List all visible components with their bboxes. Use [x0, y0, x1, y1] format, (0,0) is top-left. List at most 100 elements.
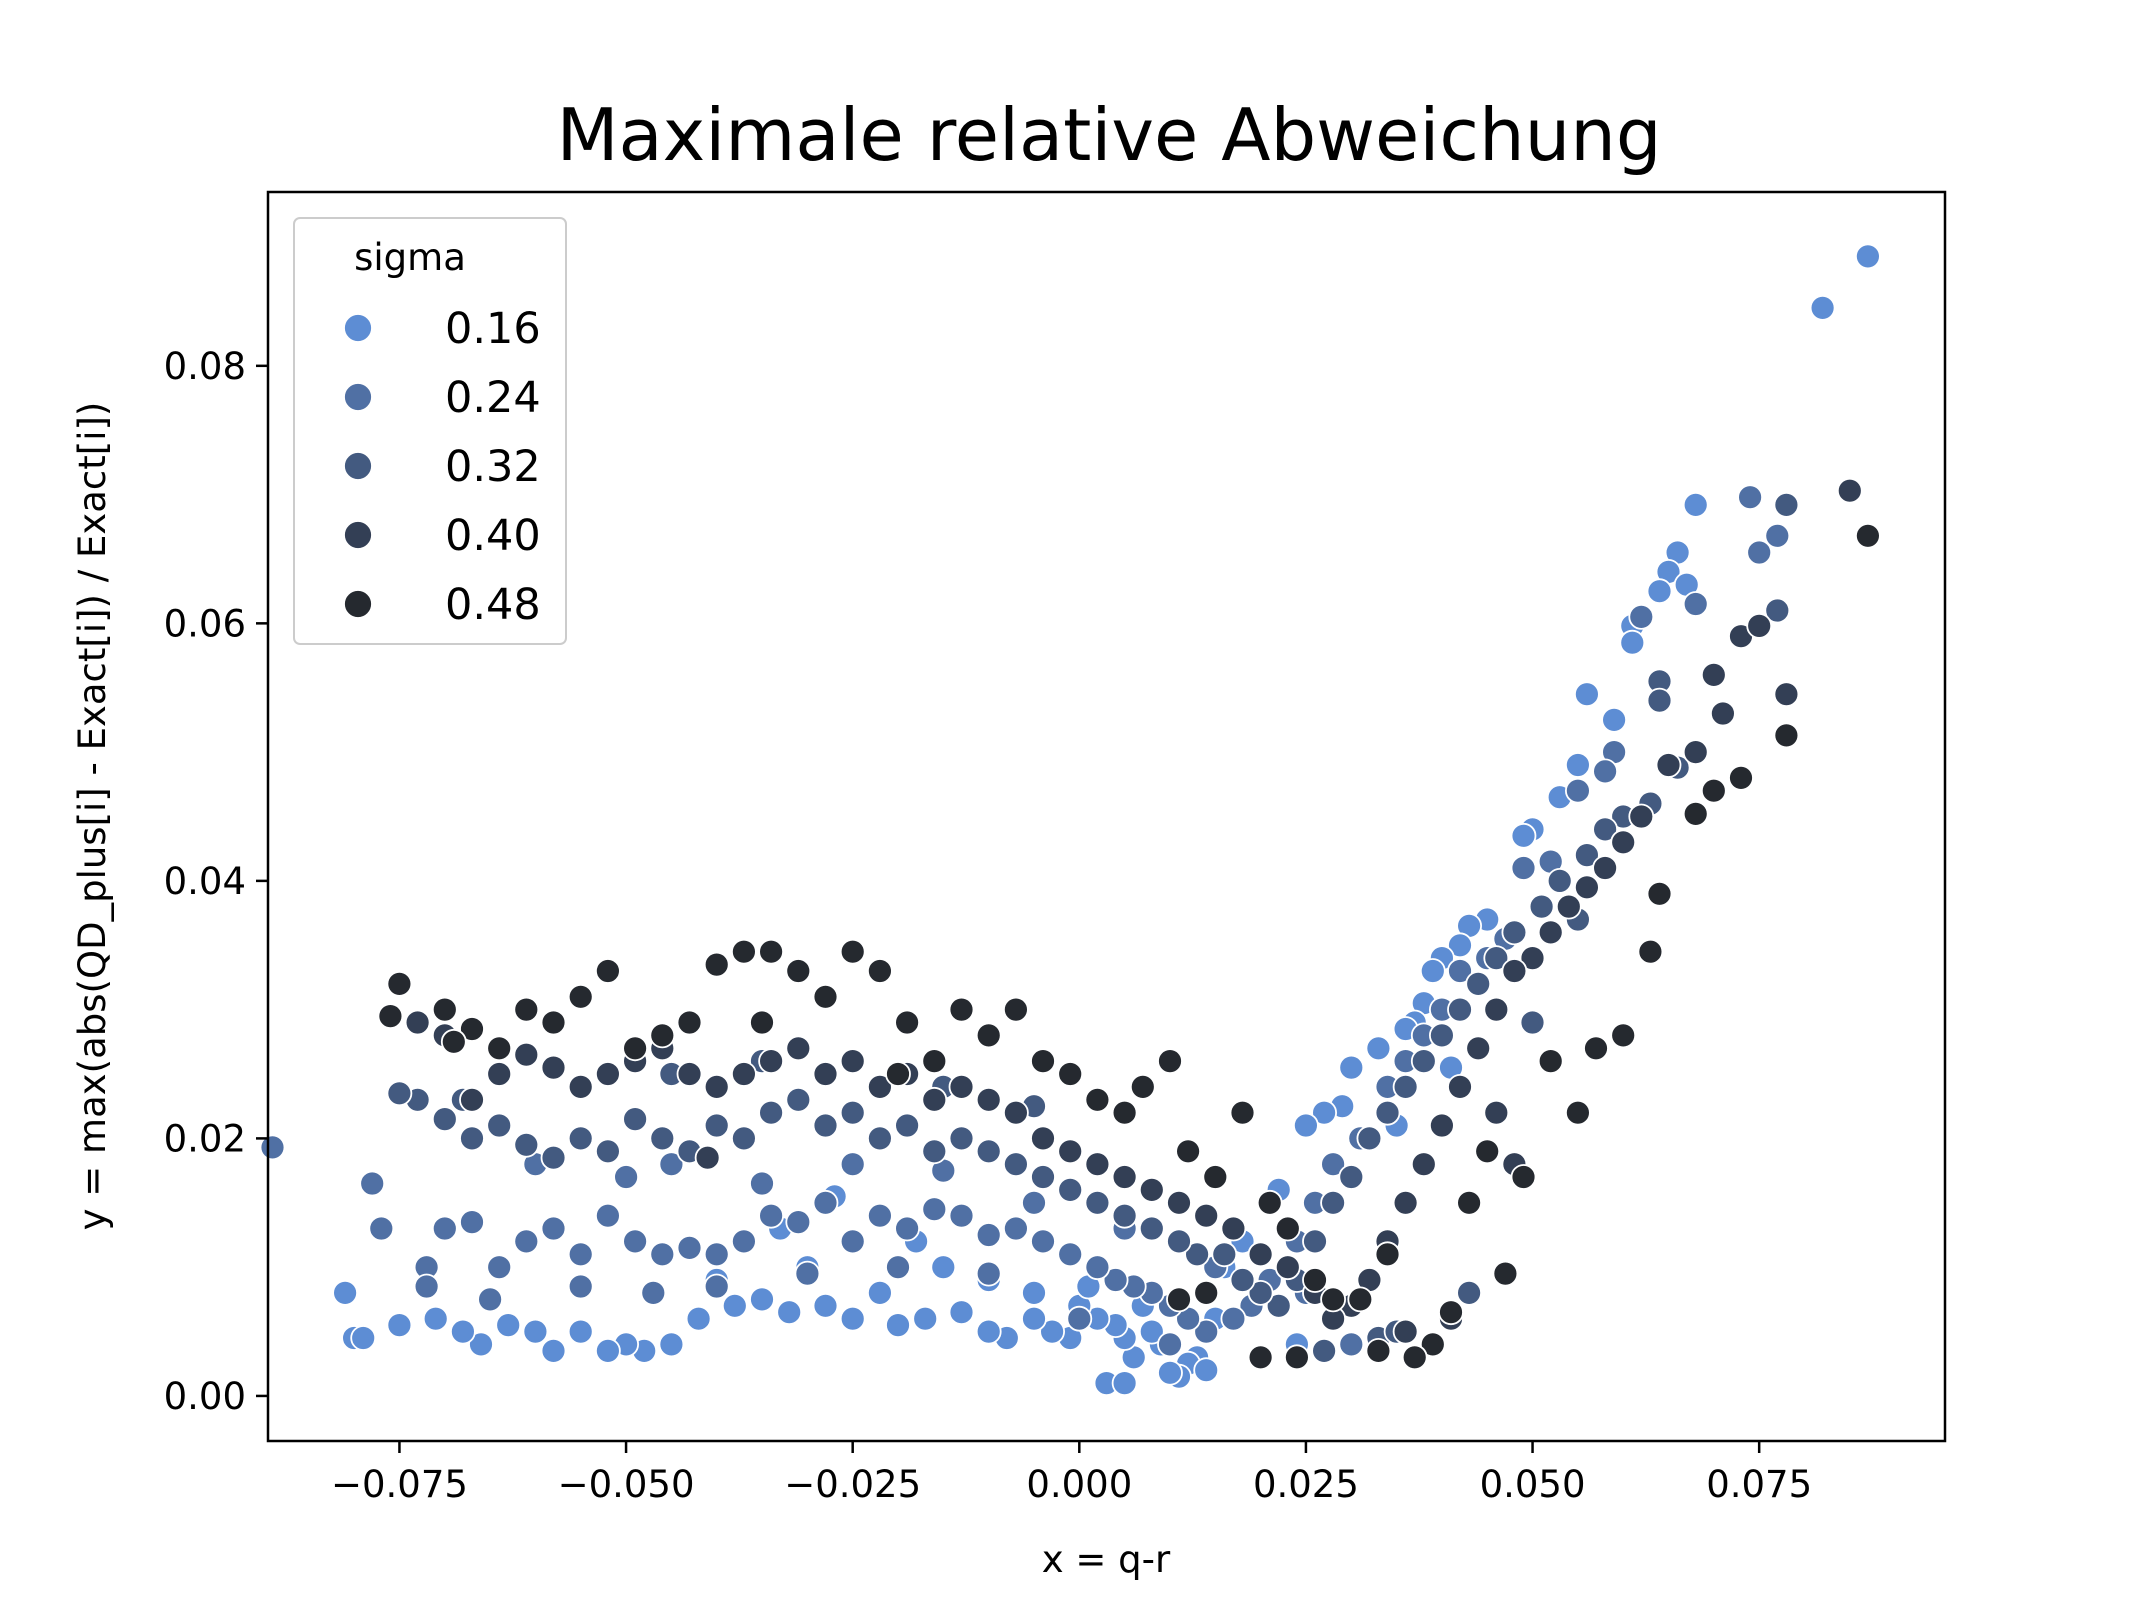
data-point	[1619, 629, 1646, 656]
data-point	[1447, 996, 1473, 1023]
data-point	[1193, 1357, 1220, 1384]
data-point	[1773, 491, 1800, 518]
data-point	[1392, 1189, 1419, 1216]
data-point	[894, 1215, 920, 1242]
data-point	[386, 971, 413, 997]
data-point	[1519, 945, 1546, 971]
data-point	[1682, 591, 1709, 617]
data-point	[867, 958, 893, 984]
data-point	[1465, 1035, 1492, 1062]
data-point	[468, 1331, 494, 1358]
data-point	[694, 1144, 721, 1171]
data-point	[1084, 1189, 1111, 1216]
data-point	[1311, 1338, 1337, 1364]
data-point	[894, 1009, 920, 1036]
y-tick-label: 0.00	[164, 1375, 246, 1418]
data-point	[885, 1254, 911, 1281]
data-point	[567, 1318, 594, 1345]
data-point	[1247, 1280, 1274, 1306]
data-point	[1274, 1215, 1301, 1242]
data-point	[1456, 1189, 1482, 1216]
data-point	[785, 958, 812, 984]
data-point	[459, 1086, 485, 1113]
data-point	[721, 1292, 748, 1319]
data-point	[1284, 1344, 1310, 1371]
data-point	[1646, 687, 1673, 714]
data-point	[1592, 758, 1618, 785]
data-point	[785, 1086, 812, 1113]
data-point	[839, 938, 866, 965]
data-point	[703, 951, 730, 978]
data-point	[867, 1280, 893, 1306]
data-point	[812, 1112, 839, 1139]
legend-entry: 0.16	[343, 304, 541, 354]
data-point	[649, 1022, 676, 1049]
data-point	[1111, 1099, 1138, 1126]
data-point	[567, 983, 594, 1010]
data-point	[1138, 1318, 1165, 1345]
data-point	[1429, 1022, 1455, 1049]
y-tick-label: 0.04	[164, 860, 246, 903]
data-point	[622, 1228, 648, 1255]
data-point	[1057, 1177, 1084, 1203]
data-point	[359, 1170, 386, 1197]
data-point	[1030, 1228, 1056, 1255]
legend-marker	[343, 589, 373, 619]
data-point	[839, 1099, 866, 1126]
data-point	[1628, 604, 1655, 630]
data-point	[948, 1299, 975, 1326]
data-point	[1003, 996, 1029, 1023]
data-point	[1555, 893, 1582, 920]
y-axis: 0.00 0.02 0.04 0.06 0.08	[164, 345, 268, 1418]
data-point	[749, 1286, 775, 1313]
data-point	[413, 1273, 440, 1300]
data-point	[1565, 1099, 1591, 1126]
data-point	[567, 1273, 594, 1300]
data-point	[1510, 855, 1537, 881]
legend-entry: 0.24	[343, 373, 541, 423]
data-point	[486, 1254, 513, 1281]
data-point	[540, 1144, 567, 1171]
data-point	[1302, 1228, 1328, 1255]
data-point	[1138, 1177, 1165, 1203]
data-point	[1746, 613, 1773, 639]
data-point	[368, 1215, 395, 1242]
data-point	[1728, 765, 1754, 791]
data-point	[431, 996, 458, 1023]
legend-label: 0.24	[445, 373, 541, 423]
chart-title: Maximale relative Abweichung	[556, 93, 1661, 177]
data-point	[567, 1125, 594, 1152]
data-point	[1220, 1215, 1247, 1242]
data-point	[839, 1048, 866, 1074]
data-point	[703, 1273, 730, 1300]
data-point	[1247, 1241, 1274, 1268]
legend-label: 0.32	[445, 442, 541, 492]
data-point	[1565, 777, 1591, 804]
data-point	[703, 1074, 730, 1100]
series-0-40	[404, 477, 1863, 1345]
data-point	[1347, 1286, 1374, 1313]
data-point	[1565, 752, 1591, 778]
data-point	[486, 1035, 513, 1062]
data-point	[1084, 1254, 1111, 1281]
data-point	[540, 1338, 567, 1364]
data-point	[459, 1209, 485, 1235]
legend-marker	[343, 313, 373, 343]
data-point	[731, 1228, 757, 1255]
data-point	[1021, 1280, 1047, 1306]
data-point	[975, 1222, 1002, 1248]
data-point	[948, 1074, 975, 1100]
legend-entry: 0.40	[343, 511, 541, 561]
data-point	[1111, 1164, 1138, 1190]
data-point	[1773, 681, 1800, 708]
data-point	[1084, 1151, 1111, 1178]
data-point	[731, 1061, 757, 1087]
data-point	[1057, 1241, 1084, 1268]
data-point	[676, 1061, 703, 1087]
data-point	[1474, 1138, 1501, 1165]
data-point	[477, 1286, 504, 1313]
data-point	[758, 1202, 784, 1229]
data-point	[839, 1151, 866, 1178]
data-point	[1057, 1138, 1084, 1165]
